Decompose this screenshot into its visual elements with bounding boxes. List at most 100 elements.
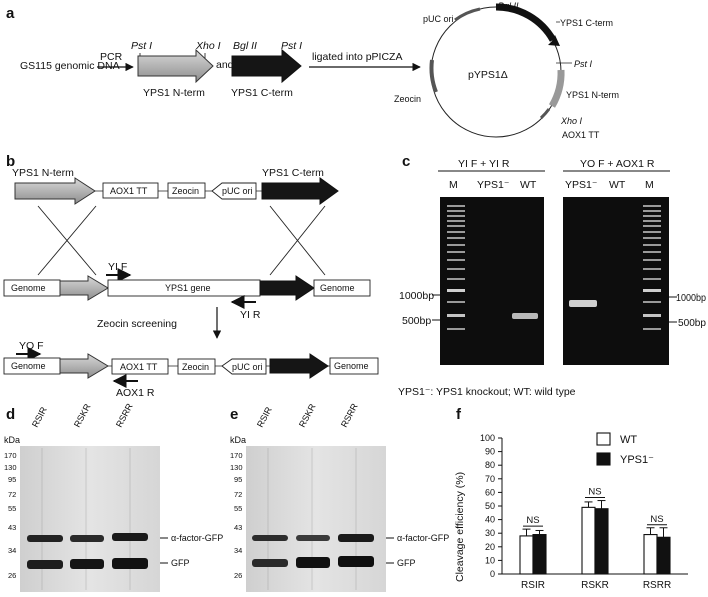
panel-a: a GS115 genomic DNA PCR Pst I Xho I YPS1… — [6, 1, 619, 140]
panel-e: e RSIR RSKR RSRR kDa 170 130 95 72 55 43… — [230, 401, 449, 592]
panel-f-label: f — [456, 406, 462, 423]
d-kda-label: kDa — [4, 435, 20, 445]
sig-label: NS — [650, 514, 663, 525]
gel1-lane-m: M — [449, 179, 458, 191]
svg-text:34: 34 — [8, 546, 16, 555]
e-band-lower-label: GFP — [397, 558, 416, 568]
puc-arrow — [211, 182, 257, 200]
svg-text:95: 95 — [8, 475, 16, 484]
plasmid-label-zeocin: Zeocin — [394, 94, 421, 104]
svg-text:170: 170 — [230, 451, 243, 460]
d-lane-rsir: RSIR — [30, 405, 49, 429]
zeocin-segment — [429, 59, 438, 93]
gel1-ladder — [447, 205, 465, 330]
genome-label-ko-left: Genome — [11, 361, 46, 371]
xho1-site-label: Xho I — [195, 40, 221, 52]
yi-r-label: YI R — [240, 309, 261, 321]
svg-text:72: 72 — [234, 490, 242, 499]
legend-label: WT — [620, 434, 637, 446]
n-term-label: YPS1 N-term — [143, 87, 205, 99]
screening-label: Zeocin screening — [97, 318, 177, 330]
marker-1000-left: 1000bp — [399, 290, 434, 302]
plasmid-name: pYPS1Δ — [468, 69, 508, 81]
x-tick-label: RSRR — [643, 580, 671, 591]
gel2-lane-ko: YPS1⁻ — [565, 179, 598, 191]
svg-text:130: 130 — [230, 463, 243, 472]
svg-text:43: 43 — [8, 523, 16, 532]
svg-text:43: 43 — [234, 523, 242, 532]
c-term-segment — [495, 3, 557, 42]
puc-label: pUC ori — [222, 186, 253, 196]
svg-text:95: 95 — [234, 475, 242, 484]
marker-1000-right: 1000bp — [676, 292, 706, 304]
chart-y-axis-label: Cleavage efficiency (%) — [454, 472, 466, 582]
gel2-lane-wt: WT — [609, 179, 626, 191]
and-label: and — [216, 59, 234, 71]
zeocin-box — [167, 182, 206, 199]
plasmid-label-pst1: Pst I — [574, 59, 593, 69]
gel-legend: YPS1⁻: YPS1 knockout; WT: wild type — [398, 386, 576, 398]
svg-text:34: 34 — [234, 546, 242, 555]
svg-text:55: 55 — [8, 504, 16, 513]
marker-500-left: 500bp — [402, 315, 431, 327]
x-tick-label: RSKR — [581, 580, 609, 591]
panel-b-label: b — [6, 153, 15, 170]
y-tick-label: 70 — [485, 474, 495, 484]
panel-c: c YI F + YI R YO F + AOX1 R M YPS1⁻ WT Y… — [398, 153, 706, 398]
legend-swatch — [596, 432, 611, 446]
gel-1-image — [440, 197, 544, 365]
c-term-label: YPS1 C-term — [231, 87, 293, 99]
legend-label: YPS1⁻ — [620, 454, 654, 466]
bar — [519, 535, 534, 575]
genome-box-ko-right — [329, 357, 379, 375]
gel1-lane-ko: YPS1⁻ — [477, 179, 510, 191]
ko-aox1tt-label: AOX1 TT — [120, 362, 158, 372]
genome-label-ko-right: Genome — [334, 361, 369, 371]
y-tick-label: 100 — [480, 433, 495, 443]
ko-puc-label: pUC ori — [232, 362, 263, 372]
y-tick-label: 90 — [485, 447, 495, 457]
legend-swatch — [596, 452, 611, 466]
y-tick-label: 20 — [485, 542, 495, 552]
ko-zeocin-label: Zeocin — [182, 362, 209, 372]
plasmid-label-bgl2: Bgl II — [498, 1, 519, 11]
panel-b: b YPS1 N-term YPS1 C-term AOX1 TT Zeocin… — [3, 153, 379, 399]
gel1-wt-band — [512, 313, 538, 319]
pst1-site-label: Pst I — [131, 40, 152, 52]
svg-text:26: 26 — [8, 571, 16, 580]
plasmid-label-aox1tt: AOX1 TT — [562, 130, 600, 140]
yps1-gene-label: YPS1 gene — [165, 283, 211, 293]
y-tick-label: 60 — [485, 487, 495, 497]
pcr-label: PCR — [100, 51, 123, 63]
genome-label-right: Genome — [320, 283, 355, 293]
panel-d-label: d — [6, 406, 15, 423]
gel-2-image — [563, 197, 669, 365]
y-tick-label: 0 — [490, 569, 495, 579]
genome-box-right — [313, 279, 371, 297]
y-tick-label: 10 — [485, 555, 495, 565]
b-c-term-arrow — [261, 177, 339, 205]
panel-f: f Cleavage efficiency (%) 0 10 20 30 40 50 60 7… — [454, 406, 688, 591]
puc-segment — [454, 7, 481, 22]
b-n-term-arrow — [14, 177, 96, 205]
gel2-title: YO F + AOX1 R — [580, 158, 655, 170]
panel-d: d RSIR RSKR RSRR kDa 170 130 95 72 55 43… — [4, 401, 223, 592]
y-tick-label: 50 — [485, 501, 495, 511]
svg-text:130: 130 — [4, 463, 17, 472]
svg-text:26: 26 — [234, 571, 242, 580]
c-term-arrow — [231, 48, 302, 84]
plasmid-label-xho1: Xho I — [560, 116, 583, 126]
bar — [643, 534, 658, 575]
e-lane-rskr: RSKR — [297, 402, 318, 429]
blot-d-image — [20, 446, 160, 592]
aox1tt-box — [102, 182, 159, 199]
bar — [581, 506, 596, 575]
b-c-term-label: YPS1 C-term — [262, 167, 324, 179]
gel2-lane-m: M — [645, 179, 654, 191]
e-lane-rsrr: RSRR — [339, 401, 360, 429]
svg-text:170: 170 — [4, 451, 17, 460]
blot-e-image — [246, 446, 386, 592]
x-tick-label: RSIR — [521, 580, 545, 591]
gel2-ladder — [643, 205, 661, 330]
n-term-arrow — [137, 48, 214, 84]
